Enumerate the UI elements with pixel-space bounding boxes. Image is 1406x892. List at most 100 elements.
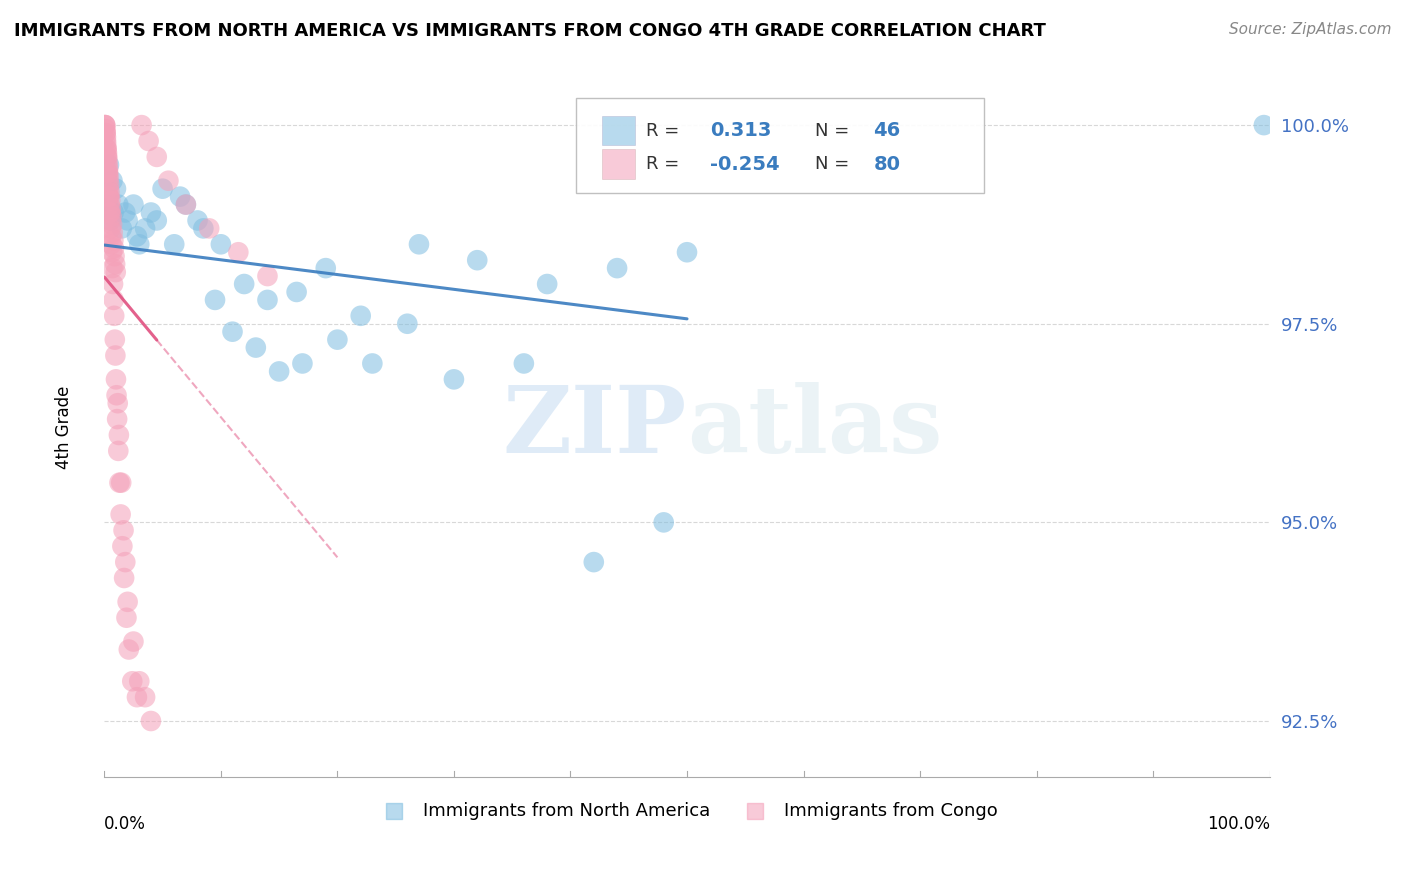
Point [465, 253, 488, 268]
Point [128, 674, 150, 689]
Point [103, 249, 125, 263]
Text: IMMIGRANTS FROM NORTH AMERICA VS IMMIGRANTS FROM CONGO 4TH GRADE CORRELATION CHA: IMMIGRANTS FROM NORTH AMERICA VS IMMIGRA… [14, 22, 1046, 40]
Point [676, 245, 699, 260]
Point [350, 309, 373, 323]
Point [96, 145, 118, 160]
Point [101, 218, 124, 232]
Point [110, 508, 132, 522]
Point [97, 161, 120, 176]
Point [112, 524, 135, 538]
Text: Source: ZipAtlas.com: Source: ZipAtlas.com [1229, 22, 1392, 37]
Point [256, 268, 278, 283]
Point [96, 138, 118, 153]
Point [101, 226, 124, 240]
Point [228, 245, 250, 260]
Point [209, 237, 232, 252]
Point [122, 197, 145, 211]
Point [105, 388, 128, 402]
Point [100, 237, 122, 252]
Point [115, 611, 138, 625]
Point [94, 118, 117, 132]
Point [104, 265, 127, 279]
Text: N =: N = [815, 121, 855, 139]
Point [111, 221, 134, 235]
Text: 80: 80 [873, 154, 900, 174]
Point [108, 428, 131, 442]
Point [97, 197, 120, 211]
Point [169, 189, 191, 203]
Point [291, 356, 314, 370]
Point [513, 356, 536, 370]
Text: N =: N = [815, 155, 855, 173]
Point [198, 221, 221, 235]
Point [110, 475, 132, 490]
Point [96, 142, 118, 156]
Point [98, 197, 121, 211]
Point [443, 372, 465, 386]
Point [256, 293, 278, 307]
Point [94, 134, 117, 148]
Point [1253, 118, 1275, 132]
Point [98, 189, 121, 203]
Point [361, 356, 384, 370]
Point [114, 205, 136, 219]
Point [98, 205, 121, 219]
Point [131, 118, 153, 132]
Point [96, 150, 118, 164]
Point [134, 690, 156, 705]
Point [315, 261, 337, 276]
Point [125, 229, 148, 244]
Point [103, 241, 125, 255]
Point [145, 150, 167, 164]
Point [94, 126, 117, 140]
Point [94, 126, 117, 140]
Point [103, 205, 125, 219]
Point [103, 233, 125, 247]
Point [285, 285, 308, 299]
Text: R =: R = [647, 121, 685, 139]
Point [98, 178, 121, 192]
Point [107, 443, 129, 458]
Point [111, 539, 134, 553]
Point [152, 182, 174, 196]
Point [138, 134, 160, 148]
Legend: Immigrants from North America, Immigrants from Congo: Immigrants from North America, Immigrant… [368, 795, 1005, 827]
Point [94, 122, 117, 136]
Point [139, 205, 162, 219]
Point [114, 555, 136, 569]
Point [536, 277, 558, 291]
Point [174, 197, 197, 211]
Point [125, 690, 148, 705]
Point [105, 412, 128, 426]
Point [326, 333, 349, 347]
Point [101, 261, 124, 276]
Point [221, 325, 243, 339]
Point [101, 277, 124, 291]
Point [233, 277, 256, 291]
Point [96, 142, 118, 156]
Point [100, 202, 122, 216]
Point [94, 118, 117, 132]
Point [128, 237, 150, 252]
Text: 0.0%: 0.0% [104, 815, 146, 833]
Point [193, 221, 215, 235]
Point [117, 213, 139, 227]
Point [108, 475, 131, 490]
Point [101, 174, 124, 188]
Point [103, 293, 125, 307]
Point [107, 197, 129, 211]
Text: ZIP: ZIP [503, 382, 688, 472]
Point [118, 642, 141, 657]
Point [98, 158, 121, 172]
Point [187, 213, 209, 227]
Point [98, 205, 121, 219]
Point [100, 229, 122, 244]
Point [269, 364, 291, 378]
Point [94, 130, 117, 145]
Point [139, 714, 162, 728]
Point [204, 293, 226, 307]
Point [174, 197, 197, 211]
Text: 46: 46 [873, 121, 901, 140]
Point [97, 166, 120, 180]
Text: 0.313: 0.313 [710, 121, 772, 140]
